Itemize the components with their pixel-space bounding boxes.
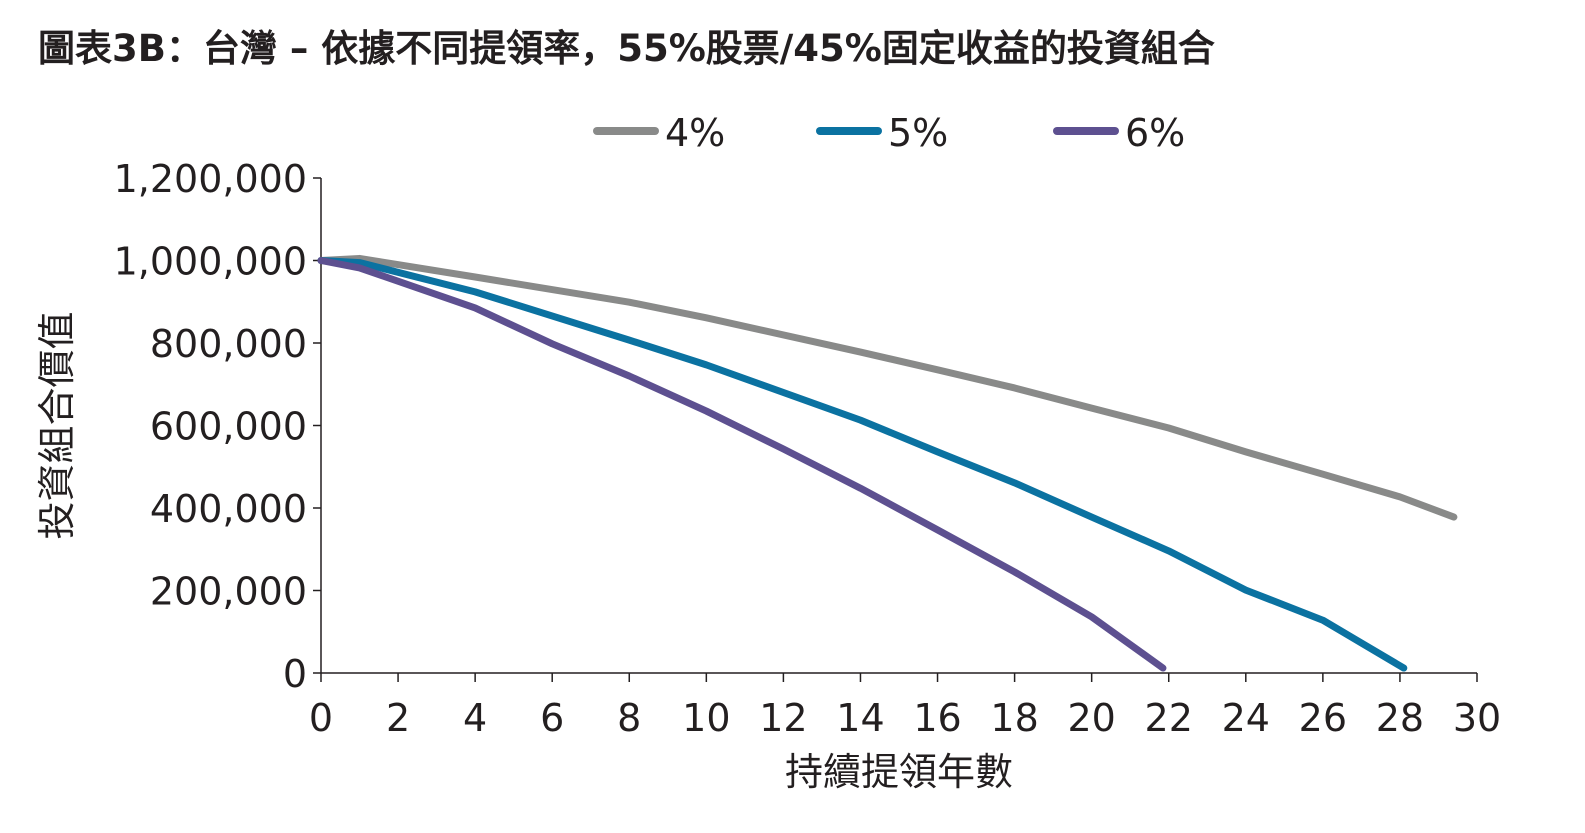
series-line-6% xyxy=(317,257,1167,672)
y-tick-label: 1,000,000 xyxy=(114,240,307,284)
x-tick-label: 18 xyxy=(990,696,1038,740)
x-tick-label: 26 xyxy=(1299,696,1347,740)
legend-label-6%: 6% xyxy=(1125,111,1185,155)
x-tick-label: 2 xyxy=(386,696,410,740)
x-tick-label: 12 xyxy=(759,696,807,740)
y-tick-label: 600,000 xyxy=(150,405,307,449)
x-tick-label: 8 xyxy=(617,696,641,740)
x-tick-label: 14 xyxy=(836,696,884,740)
x-tick-label: 24 xyxy=(1222,696,1270,740)
x-tick-label: 0 xyxy=(309,696,333,740)
chart-title: 圖表3B：台灣 – 依據不同提領率，55%股票/45%固定收益的投資組合 xyxy=(38,27,1215,70)
legend-label-5%: 5% xyxy=(888,111,948,155)
y-tick-label: 800,000 xyxy=(150,322,307,366)
x-tick-label: 20 xyxy=(1067,696,1115,740)
x-tick-label: 28 xyxy=(1376,696,1424,740)
x-tick-label: 16 xyxy=(913,696,961,740)
x-tick-label: 22 xyxy=(1145,696,1193,740)
x-axis-label: 持續提領年數 xyxy=(785,750,1013,794)
series-line-5% xyxy=(317,257,1408,672)
y-tick-label: 200,000 xyxy=(150,570,307,614)
x-tick-label: 30 xyxy=(1453,696,1501,740)
y-tick-label: 400,000 xyxy=(150,487,307,531)
y-tick-label: 0 xyxy=(283,652,307,696)
y-axis-label: 投資組合價值 xyxy=(35,311,79,539)
x-tick-label: 4 xyxy=(463,696,487,740)
x-tick-label: 6 xyxy=(540,696,564,740)
x-tick-label: 10 xyxy=(682,696,730,740)
series-line-4% xyxy=(317,254,1458,521)
legend-label-4%: 4% xyxy=(665,111,725,155)
y-tick-label: 1,200,000 xyxy=(114,157,307,201)
